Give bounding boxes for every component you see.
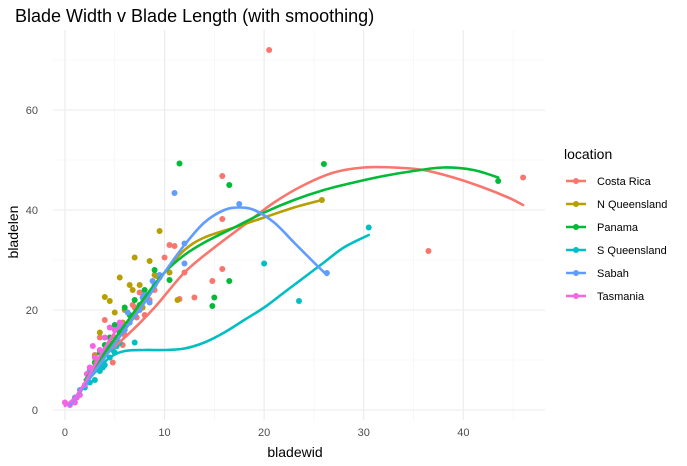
x-tick-label: 30	[358, 427, 370, 439]
data-point	[425, 248, 432, 254]
legend: location Costa Rica N Queensland Panama S Q…	[564, 146, 667, 303]
smooth-line	[93, 165, 525, 364]
y-axis-title: bladelen	[5, 206, 21, 259]
x-tick-label: 40	[457, 427, 469, 439]
data-point	[209, 278, 216, 284]
data-point	[226, 182, 233, 188]
data-point	[171, 190, 178, 196]
data-point	[96, 334, 103, 341]
legend-label: Costa Rica	[597, 176, 652, 188]
smooth-line	[63, 321, 125, 408]
data-point	[219, 173, 226, 179]
smooth-line	[83, 166, 500, 382]
x-tick-label: 10	[158, 427, 170, 439]
data-point	[149, 278, 156, 284]
legend-key-point	[573, 224, 579, 230]
data-point	[146, 299, 153, 306]
grid-lines	[53, 30, 545, 420]
legend-label: Sabah	[597, 268, 629, 280]
data-point	[209, 303, 216, 309]
data-point	[166, 242, 173, 248]
data-point	[96, 329, 103, 336]
data-point	[161, 254, 168, 261]
legend-key-point	[573, 270, 579, 276]
data-point	[106, 298, 113, 304]
data-point	[121, 304, 128, 311]
y-tick-label: 0	[32, 405, 38, 417]
data-point	[296, 298, 302, 304]
x-tick-label: 0	[62, 427, 68, 439]
chart-title: Blade Width v Blade Length (with smoothi…	[15, 6, 374, 26]
legend-label: S Queensland	[597, 245, 667, 257]
data-point	[365, 224, 372, 231]
data-point	[136, 289, 143, 296]
y-tick-label: 20	[26, 305, 38, 317]
legend-title: location	[564, 146, 612, 162]
data-point	[101, 294, 108, 300]
data-point	[191, 294, 198, 301]
data-point	[171, 243, 178, 249]
data-point	[146, 258, 153, 264]
data-point	[141, 287, 148, 293]
data-point	[116, 274, 123, 281]
data-point	[89, 343, 96, 349]
legend-label: N Queensland	[597, 199, 667, 211]
tick-labels: 0 10 20 30 40 0 20 40 60	[26, 105, 470, 439]
data-point	[129, 302, 136, 308]
x-tick-label: 20	[258, 427, 270, 439]
legend-items: Costa Rica N Queensland Panama S Queensland…	[566, 176, 667, 303]
data-point	[124, 309, 131, 316]
data-point	[126, 282, 133, 288]
data-point	[129, 287, 136, 293]
data-point	[219, 266, 226, 272]
data-point	[131, 254, 138, 261]
data-point	[131, 339, 138, 346]
smooth-line	[78, 233, 371, 392]
data-point	[520, 174, 527, 181]
data-point	[266, 47, 273, 53]
data-point	[156, 228, 163, 234]
data-point	[226, 278, 233, 284]
data-point	[101, 334, 108, 341]
data-point	[181, 260, 188, 267]
legend-key-point	[573, 247, 579, 253]
data-points	[61, 47, 527, 408]
legend-label: Panama	[597, 222, 639, 234]
data-point	[320, 161, 327, 167]
data-point	[211, 294, 218, 301]
data-point	[236, 201, 243, 207]
legend-label: Tasmania	[597, 291, 645, 303]
legend-key-point	[573, 201, 579, 207]
data-point	[495, 178, 502, 184]
smoothing-lines	[63, 165, 525, 408]
data-point	[111, 309, 118, 316]
data-point	[131, 297, 138, 303]
data-point	[166, 277, 173, 283]
data-point	[151, 267, 158, 273]
data-point	[106, 324, 113, 331]
smooth-line	[68, 206, 329, 407]
data-point	[166, 269, 173, 276]
x-axis-title: bladewid	[267, 444, 322, 460]
data-point	[174, 297, 181, 303]
data-point	[176, 160, 183, 167]
data-point	[101, 317, 108, 323]
legend-key-point	[573, 293, 579, 299]
data-point	[111, 322, 118, 328]
data-point	[219, 216, 226, 222]
y-tick-label: 40	[26, 205, 38, 217]
y-tick-label: 60	[26, 105, 38, 117]
data-point	[109, 359, 116, 366]
legend-key-point	[573, 178, 579, 184]
data-point	[136, 282, 143, 288]
data-point	[91, 354, 98, 361]
data-point	[91, 377, 98, 383]
data-point	[261, 260, 268, 267]
